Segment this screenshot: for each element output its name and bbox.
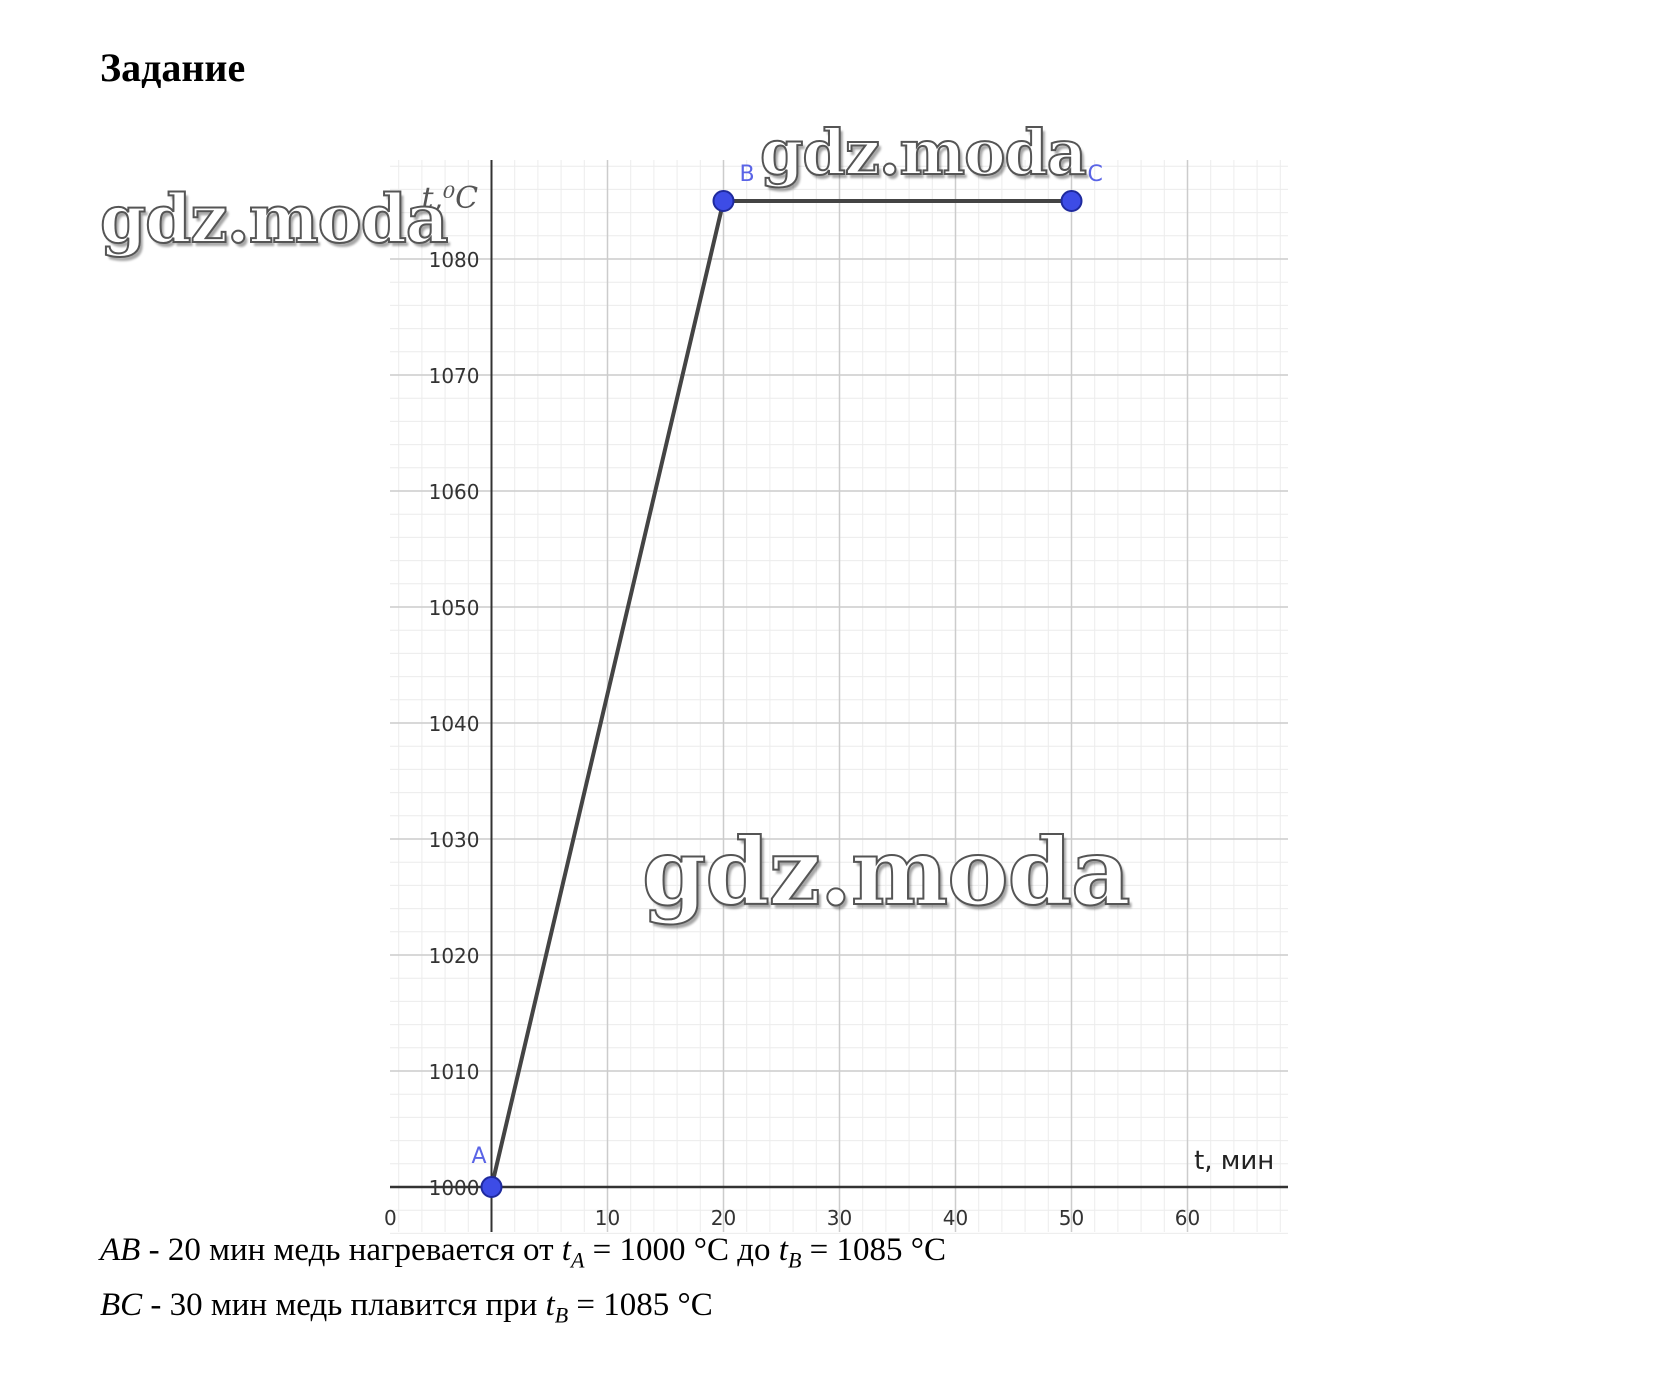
x-axis-label: t, мин <box>1194 1146 1274 1176</box>
caption-bc-t1: t <box>545 1287 555 1323</box>
watermark-top-left: gdz.moda <box>99 179 450 259</box>
caption-ab-sub2: B <box>787 1247 802 1273</box>
x-tick-label: 60 <box>1175 1206 1200 1230</box>
axes <box>390 160 1288 1232</box>
caption-bc-text: - 30 мин медь плавится при <box>142 1287 546 1323</box>
point-b <box>712 190 735 212</box>
x-tick-label: 10 <box>595 1206 620 1230</box>
page-title: Задание <box>100 45 246 90</box>
series-line <box>489 199 1072 1188</box>
y-tick-label: 1020 <box>429 944 480 968</box>
y-tick-label: 1050 <box>429 596 480 620</box>
y-axis-label: t,⁰C <box>422 181 479 216</box>
caption-bc-segment: BC <box>100 1287 143 1323</box>
caption-ab-val1: = 1000 °C <box>584 1232 729 1268</box>
x-tick-label: 0 <box>384 1206 397 1230</box>
caption-ab: AB - 20 мин медь нагревается от tA = 100… <box>100 1232 946 1274</box>
series: A B C <box>472 162 1103 1198</box>
y-tick-label: 1060 <box>429 480 480 504</box>
y-tick-label: 1000 <box>429 1176 480 1200</box>
point-label-a: A <box>472 1144 487 1169</box>
caption-ab-val2: = 1085 °C <box>801 1232 946 1268</box>
y-tick-label: 1030 <box>429 828 480 852</box>
y-tick-label: 1080 <box>429 248 480 272</box>
caption-bc: BC - 30 мин медь плавится при tB = 1085 … <box>100 1287 713 1329</box>
y-tick-label: 1040 <box>429 712 480 736</box>
grid-major <box>390 160 1288 1232</box>
caption-bc-val1: = 1085 °C <box>568 1287 713 1323</box>
caption-ab-t2: t <box>778 1232 788 1268</box>
watermark-center: gdz.moda <box>641 817 1132 927</box>
caption-ab-mid: до <box>728 1232 779 1268</box>
point-c <box>1060 190 1083 212</box>
x-tick-label: 50 <box>1059 1206 1084 1230</box>
point-label-b: B <box>740 162 755 187</box>
x-tick-label: 30 <box>827 1206 852 1230</box>
caption-ab-text: - 20 мин медь нагревается от <box>140 1232 562 1268</box>
caption-ab-sub1: A <box>570 1247 585 1273</box>
grid-minor <box>390 160 1288 1234</box>
y-tick-label: 1010 <box>429 1060 480 1084</box>
x-tick-label: 20 <box>711 1206 736 1230</box>
x-tick-label: 40 <box>943 1206 968 1230</box>
point-label-c: C <box>1088 162 1103 187</box>
point-a <box>480 1176 503 1198</box>
caption-bc-sub1: B <box>554 1302 569 1328</box>
caption-ab-t1: t <box>561 1232 571 1268</box>
watermark-top: gdz.moda <box>759 115 1088 190</box>
caption-ab-segment: AB <box>100 1232 141 1268</box>
tick-labels: 10 20 30 40 50 600100010101020103010401050106… <box>384 248 1200 1230</box>
y-tick-label: 1070 <box>429 364 480 388</box>
